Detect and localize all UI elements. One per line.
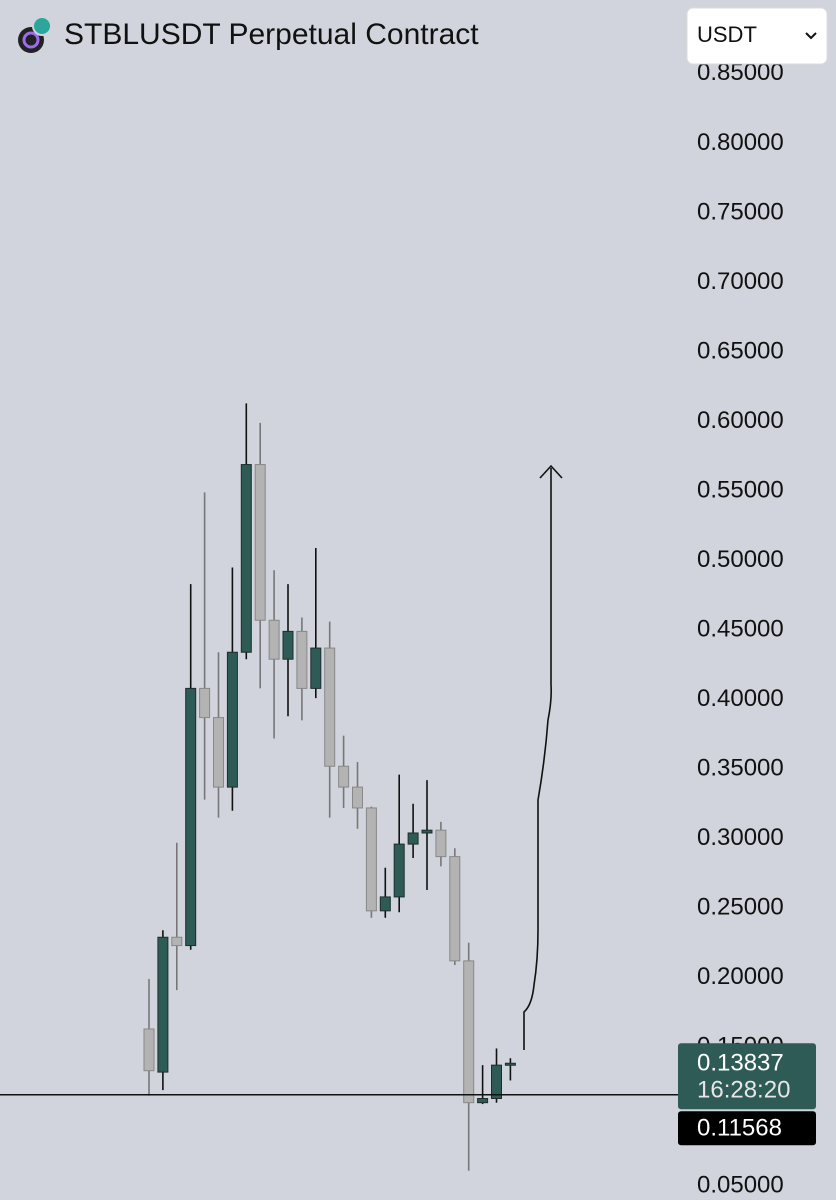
candle-body: [226, 651, 238, 788]
drawn-arrow: [523, 464, 563, 1050]
candle-body: [352, 786, 363, 809]
last-price-label: 0.13837: [697, 1050, 784, 1077]
candle-body: [407, 832, 419, 845]
coin-badge: [32, 16, 52, 36]
candle-body: [379, 896, 391, 912]
y-tick-label: 0.65000: [697, 337, 784, 364]
y-tick-label: 0.80000: [697, 129, 784, 156]
candle-body: [157, 936, 169, 1073]
candle-body: [449, 856, 461, 962]
y-tick-label: 0.20000: [697, 963, 784, 990]
candle-body: [254, 464, 266, 621]
candle-body: [504, 1062, 516, 1066]
y-tick-label: 0.25000: [697, 893, 784, 920]
candle-body: [491, 1064, 502, 1100]
marked-price-box: [678, 1111, 816, 1146]
candle-body: [199, 687, 211, 719]
candle-body: [310, 647, 322, 689]
coin-icon-ring: [22, 31, 40, 49]
candle-body: [282, 630, 294, 660]
candle-body: [477, 1098, 489, 1104]
candle-body: [185, 687, 197, 947]
chart-title: STBLUSDT Perpetual Contract: [64, 18, 479, 51]
marked-price-label: 0.11568: [697, 1115, 782, 1142]
currency-select-label[interactable]: USDT: [697, 22, 757, 47]
y-tick-label: 0.30000: [697, 824, 784, 851]
candle-body: [393, 843, 405, 898]
y-tick-label: 0.45000: [697, 615, 784, 642]
y-tick-label: 0.55000: [697, 476, 784, 503]
candle-body: [240, 464, 252, 653]
countdown-label: 16:28:20: [697, 1077, 790, 1104]
last-price-box: [678, 1043, 816, 1110]
y-tick-label: 0.05000: [697, 1171, 784, 1198]
candle-body: [296, 630, 308, 689]
candle-body: [143, 1028, 155, 1072]
candle-body: [463, 960, 475, 1104]
y-tick-label: 0.60000: [697, 407, 784, 434]
plot: [0, 403, 680, 1171]
candle-body: [324, 647, 336, 767]
y-tick-label: 0.35000: [697, 754, 784, 781]
candle-body: [213, 717, 224, 788]
y-tick-label: 0.40000: [697, 685, 784, 712]
candle-body: [421, 829, 433, 834]
candle-body: [268, 619, 280, 660]
candle-body: [435, 829, 447, 858]
select-chevron[interactable]: [805, 32, 817, 40]
y-tick-label: 0.50000: [697, 546, 784, 573]
candle-body: [365, 807, 377, 912]
y-axis: 0.850000.800000.750000.700000.650000.600…: [697, 59, 784, 1198]
candle-body: [338, 765, 350, 788]
y-tick-label: 0.75000: [697, 198, 784, 225]
currency-select[interactable]: [686, 7, 828, 65]
y-tick-label: 0.70000: [697, 268, 784, 295]
candle-body: [171, 936, 183, 947]
